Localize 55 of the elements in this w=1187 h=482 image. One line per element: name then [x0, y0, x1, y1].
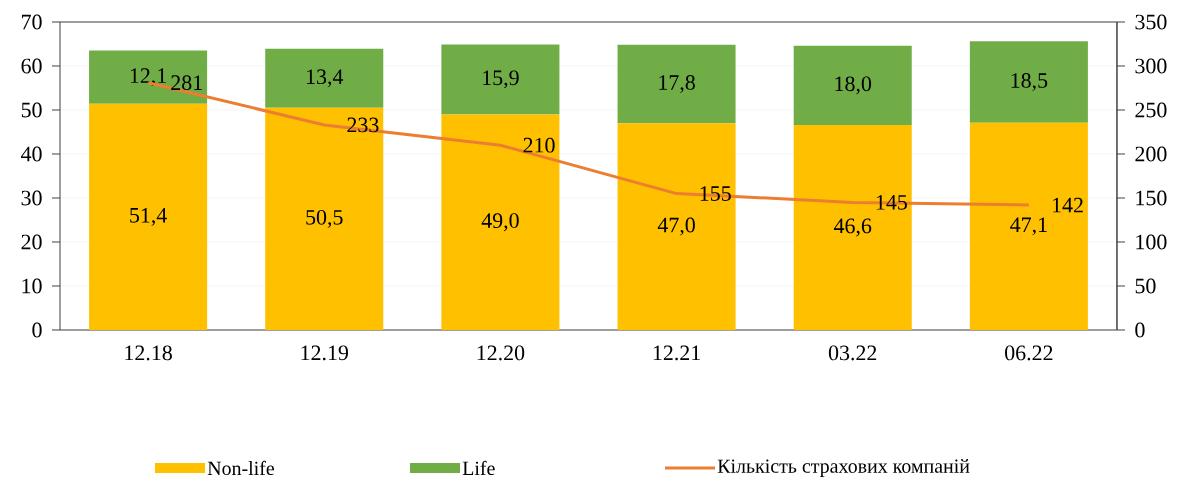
- data-label: 142: [1053, 197, 1083, 213]
- y-tick-label: 30: [21, 190, 42, 206]
- bar: [969, 41, 1088, 123]
- data-label: 47,1: [1010, 217, 1047, 236]
- y2-tick-label: 50: [1135, 278, 1156, 294]
- x-tick-label: 03.22: [828, 345, 877, 361]
- data-label: 210: [523, 137, 555, 153]
- data-label: 281: [171, 75, 202, 91]
- x-tick-label: 12.21: [653, 345, 700, 361]
- y-tick-label: 60: [21, 58, 42, 74]
- data-label: 49,0: [481, 213, 519, 232]
- data-label: 145: [876, 195, 907, 210]
- y-tick-label: 20: [21, 234, 42, 250]
- y-tick-label: 40: [21, 146, 42, 162]
- data-label: 15,9: [483, 70, 519, 89]
- bar: [969, 122, 1088, 330]
- data-label: 18,0: [835, 76, 872, 95]
- x-tick-label: 06.22: [1005, 345, 1053, 361]
- bar: [265, 107, 384, 330]
- bar: [793, 124, 912, 330]
- data-label: 18,5: [1011, 73, 1048, 92]
- bar: [441, 44, 560, 115]
- data-label: 233: [347, 117, 379, 133]
- bar: [89, 50, 208, 104]
- data-label: 47,0: [657, 217, 695, 236]
- y-tick-label: 10: [22, 278, 42, 294]
- y2-tick-label: 350: [1135, 14, 1167, 30]
- data-label: 155: [700, 186, 731, 201]
- data-label: 17,8: [659, 75, 695, 94]
- bar: [441, 114, 560, 330]
- bar: [265, 48, 384, 108]
- y-tick-label: 50: [21, 102, 42, 118]
- legend-label: Кількість страхових компаній: [717, 459, 970, 477]
- y2-tick-label: 200: [1135, 146, 1167, 162]
- data-label: 51,4: [130, 207, 167, 226]
- bar: [617, 123, 736, 330]
- y-tick-label: 0: [32, 322, 42, 338]
- data-label: 50,5: [306, 209, 343, 228]
- y-tick-label: 70: [22, 14, 42, 30]
- x-tick-label: 12.19: [301, 345, 349, 361]
- data-label: 46,6: [833, 218, 872, 237]
- y2-tick-label: 0: [1135, 322, 1145, 338]
- y2-tick-label: 150: [1136, 190, 1167, 206]
- legend-label: Non-life: [207, 460, 275, 476]
- bar: [89, 103, 208, 330]
- y2-tick-label: 300: [1135, 58, 1167, 74]
- legend-label: Life: [462, 460, 495, 476]
- y2-tick-label: 100: [1136, 234, 1167, 250]
- x-tick-label: 12.18: [125, 345, 172, 361]
- bar: [617, 44, 736, 124]
- bar: [793, 45, 912, 125]
- data-label: 12,1: [130, 68, 166, 87]
- data-label: 13,4: [306, 69, 344, 88]
- x-tick-label: 12.20: [477, 345, 525, 361]
- y2-tick-label: 250: [1135, 102, 1167, 118]
